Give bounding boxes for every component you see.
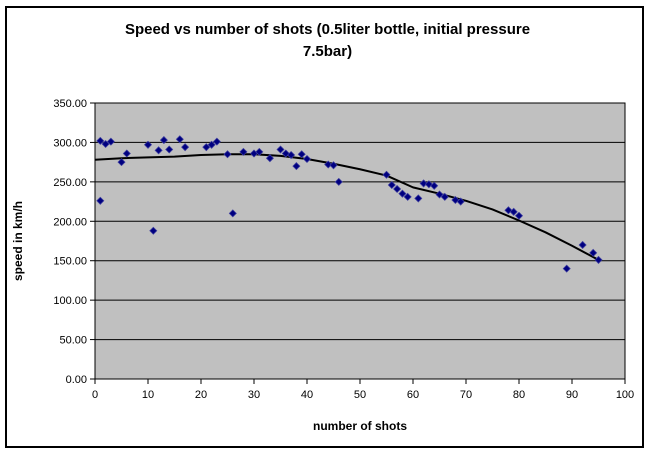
data-point (212, 137, 221, 146)
data-point (424, 180, 433, 189)
x-tick-label: 80 (513, 389, 525, 401)
data-point (324, 160, 333, 169)
y-tick-label: 250.00 (53, 177, 87, 189)
x-tick-label: 10 (142, 389, 154, 401)
chart-title: Speed vs number of shots (0.5liter bottl… (0, 19, 655, 63)
plot-area (94, 102, 626, 380)
data-point (154, 146, 163, 155)
data-point (165, 145, 174, 154)
data-point (122, 149, 131, 158)
data-point (329, 161, 338, 170)
data-point (504, 206, 513, 215)
axis-ticks (90, 102, 626, 384)
y-tick-label: 150.00 (53, 256, 87, 268)
data-point (456, 197, 465, 206)
data-point (440, 192, 449, 201)
gridlines (95, 102, 625, 380)
y-tick-label: 100.00 (53, 295, 87, 307)
data-point (265, 154, 274, 163)
data-point (292, 162, 301, 171)
data-point (302, 154, 312, 164)
data-point (419, 179, 428, 188)
y-tick-label: 300.00 (53, 137, 87, 149)
data-point (175, 135, 184, 144)
data-point (594, 255, 603, 264)
data-point (207, 140, 216, 149)
data-point (589, 248, 598, 257)
data-point (276, 145, 285, 154)
y-tick-label: 0.00 (66, 374, 87, 386)
data-point (228, 209, 237, 218)
data-point (96, 196, 105, 205)
data-point (143, 140, 153, 149)
data-point (514, 211, 524, 220)
data-point (281, 149, 290, 158)
data-point (181, 143, 190, 152)
data-point (239, 147, 248, 156)
data-point (435, 190, 444, 199)
chart-title-line-2: 7.5bar) (302, 43, 353, 60)
trendline-layer (94, 153, 599, 261)
data-point (297, 150, 306, 159)
data-point (562, 264, 571, 273)
x-tick-label: 100 (616, 389, 634, 401)
data-point (96, 136, 105, 145)
y-axis-title: speed in km/h (11, 201, 25, 281)
data-point (398, 189, 407, 198)
data-point (101, 139, 110, 149)
tick-labels-layer: 0.00 50.00 100.00 150.00 200.00 250.00 300.00 3… (53, 98, 634, 401)
y-tick-label: 50.00 (59, 335, 87, 347)
data-point (334, 177, 343, 186)
x-tick-label: 50 (354, 389, 366, 401)
data-point (117, 158, 126, 167)
data-point (159, 136, 168, 145)
x-tick-label: 90 (566, 389, 578, 401)
data-point (287, 151, 296, 160)
y-tick-label: 200.00 (53, 216, 87, 228)
data-point (403, 192, 412, 201)
x-tick-label: 20 (195, 389, 207, 401)
x-tick-label: 70 (460, 389, 472, 401)
plot-background (94, 102, 626, 380)
data-point (223, 150, 232, 159)
x-tick-label: 0 (92, 389, 98, 401)
data-points-layer (96, 135, 603, 273)
x-axis-title: number of shots (313, 419, 407, 433)
data-point (382, 170, 391, 179)
data-point (578, 240, 587, 249)
data-point (430, 181, 439, 190)
x-tick-label: 40 (301, 389, 313, 401)
chart-title-line-1: Speed vs number of shots (0.5liter bottl… (124, 21, 531, 38)
data-point (202, 143, 211, 152)
data-point (106, 137, 115, 146)
x-tick-label: 30 (248, 389, 260, 401)
x-tick-label: 60 (407, 389, 419, 401)
data-point (387, 180, 396, 190)
trendline (94, 153, 599, 261)
data-point (393, 184, 402, 193)
data-point (149, 226, 158, 235)
y-tick-label: 350.00 (53, 98, 87, 110)
data-point (255, 147, 264, 156)
data-point (509, 207, 518, 216)
data-point (414, 194, 423, 203)
